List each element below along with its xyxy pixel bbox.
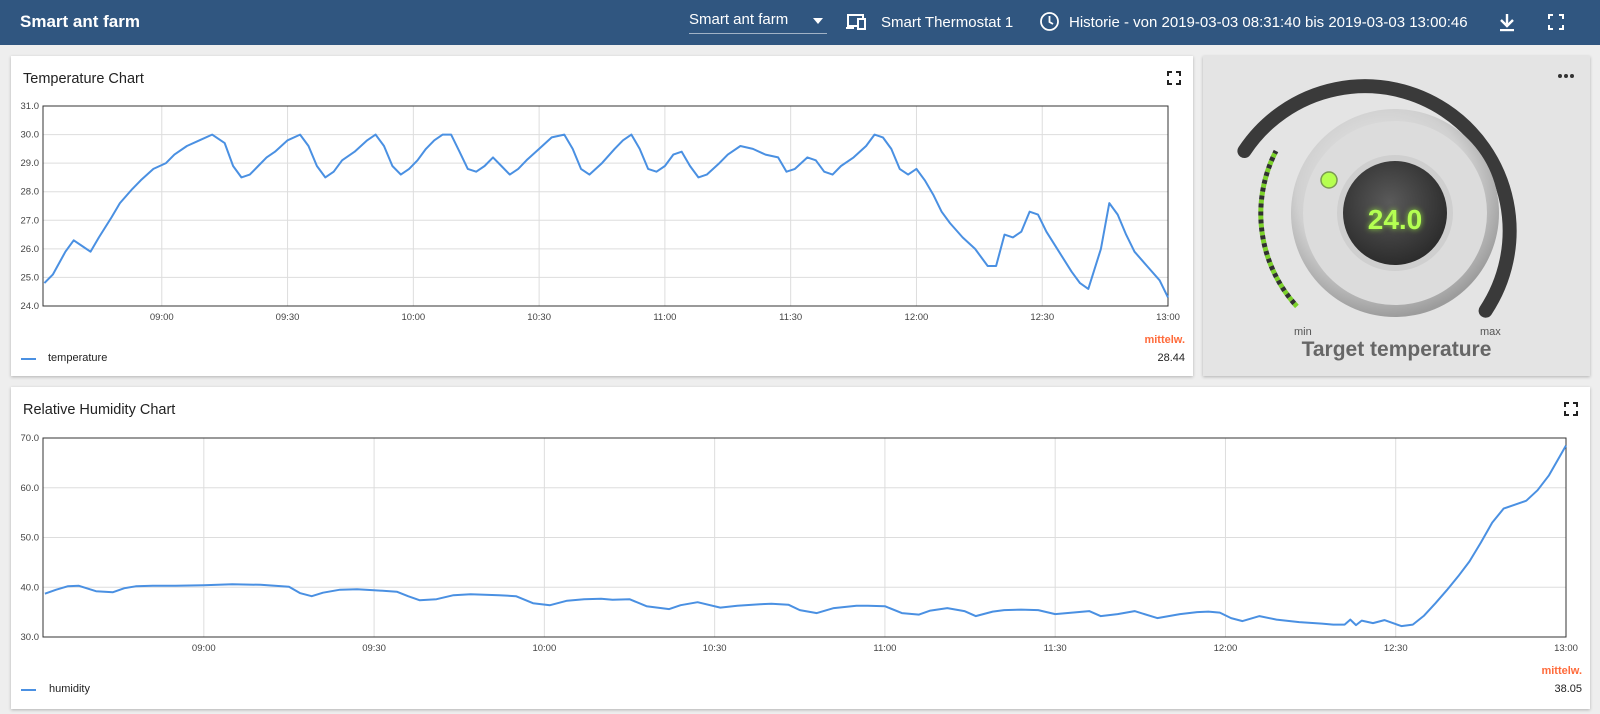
plot-area — [42, 437, 1567, 638]
x-tick-label: 12:30 — [1030, 312, 1054, 323]
y-tick-label: 60.0 — [21, 483, 40, 494]
caret-down-icon — [813, 18, 823, 24]
legend-swatch — [21, 689, 36, 691]
x-tick-label: 09:30 — [276, 312, 300, 323]
avg-value: 28.44 — [1157, 352, 1185, 364]
x-tick-label: 11:00 — [873, 643, 896, 654]
plot-area — [42, 105, 1169, 307]
knob-indicator — [1320, 171, 1338, 189]
y-tick-label: 26.0 — [21, 244, 40, 255]
history-range[interactable]: Historie - von 2019-03-03 08:31:40 bis 2… — [1039, 0, 1479, 45]
dashboard-select-value: Smart ant farm — [689, 11, 789, 28]
clock-icon — [1040, 12, 1059, 31]
avg-value: 38.05 — [1554, 683, 1582, 695]
y-tick-label: 50.0 — [21, 533, 40, 544]
y-tick-label: 25.0 — [21, 272, 40, 283]
x-tick-label: 13:00 — [1156, 312, 1180, 323]
temperature-chart-title: Temperature Chart — [23, 71, 144, 87]
avg-label: mittelw. — [1541, 665, 1582, 677]
thermostat-knob[interactable] — [1203, 56, 1590, 376]
x-tick-label: 09:00 — [150, 312, 174, 323]
x-tick-label: 09:00 — [192, 643, 216, 654]
avg-label: mittelw. — [1144, 334, 1185, 346]
x-tick-label: 12:00 — [1214, 643, 1238, 654]
x-tick-label: 13:00 — [1554, 643, 1578, 654]
legend-swatch — [21, 358, 36, 360]
temperature-chart: 24.0 25.0 26.0 27.0 28.0 29.0 30.0 31.0 09:00 09:… — [21, 101, 1180, 323]
device-indicator: Smart Thermostat 1 — [845, 0, 1025, 45]
y-tick-label: 31.0 — [21, 101, 40, 112]
y-tick-label: 29.0 — [21, 158, 40, 169]
device-name: Smart Thermostat 1 — [881, 14, 1014, 31]
thermostat-value: 24.0 — [1367, 204, 1423, 235]
y-tick-label: 28.0 — [21, 187, 40, 198]
y-tick-label: 30.0 — [21, 632, 40, 643]
x-tick-label: 10:30 — [703, 643, 727, 654]
humidity-chart-card: Relative Humidity Chart 30.0 40.0 50.0 60.0… — [11, 387, 1590, 709]
x-tick-label: 12:30 — [1384, 643, 1408, 654]
devices-icon — [846, 14, 866, 30]
top-app-bar: Smart ant farm Smart ant farm Smart Ther… — [0, 0, 1600, 45]
y-tick-label: 40.0 — [21, 582, 40, 593]
thermostat-label: Target temperature — [1301, 338, 1492, 361]
y-tick-label: 24.0 — [21, 301, 40, 312]
x-tick-label: 11:30 — [779, 312, 802, 323]
x-tick-label: 11:00 — [653, 312, 676, 323]
series-line-humidity[interactable] — [44, 445, 1567, 628]
x-tick-label: 11:30 — [1044, 643, 1067, 654]
download-icon[interactable] — [1498, 13, 1516, 32]
thermostat-min-label: min — [1294, 326, 1312, 338]
x-tick-label: 10:30 — [527, 312, 551, 323]
x-tick-label: 10:00 — [401, 312, 425, 323]
humidity-chart: 30.0 40.0 50.0 60.0 70.0 09:00 09:30 10:00 10:30… — [21, 433, 1578, 654]
dashboard-select[interactable]: Smart ant farm — [689, 8, 827, 34]
thermostat-card: 24.0 min max Target temperature — [1203, 56, 1590, 376]
legend-humidity[interactable]: humidity — [49, 683, 90, 695]
temperature-chart-card: Temperature Chart 24.0 25.0 26.0 27.0 28.0 29… — [11, 56, 1193, 376]
fullscreen-icon[interactable] — [1166, 70, 1182, 86]
x-tick-label: 10:00 — [532, 643, 556, 654]
app-title: Smart ant farm — [20, 12, 140, 31]
x-tick-label: 12:00 — [905, 312, 929, 323]
humidity-chart-title: Relative Humidity Chart — [23, 402, 176, 418]
x-tick-label: 09:30 — [362, 643, 386, 654]
y-tick-label: 70.0 — [21, 433, 40, 444]
fullscreen-icon[interactable] — [1563, 401, 1579, 417]
history-range-label: Historie - von 2019-03-03 08:31:40 bis 2… — [1069, 14, 1468, 31]
legend-temperature[interactable]: temperature — [48, 352, 108, 364]
fullscreen-icon[interactable] — [1548, 14, 1564, 30]
y-tick-label: 27.0 — [21, 215, 40, 226]
thermostat-max-label: max — [1480, 326, 1501, 338]
active-range-arc — [1258, 149, 1299, 309]
y-tick-label: 30.0 — [21, 130, 40, 141]
range-arc — [1237, 79, 1517, 318]
series-line-temperature[interactable] — [43, 133, 1169, 298]
more-options-icon[interactable] — [1558, 74, 1574, 80]
